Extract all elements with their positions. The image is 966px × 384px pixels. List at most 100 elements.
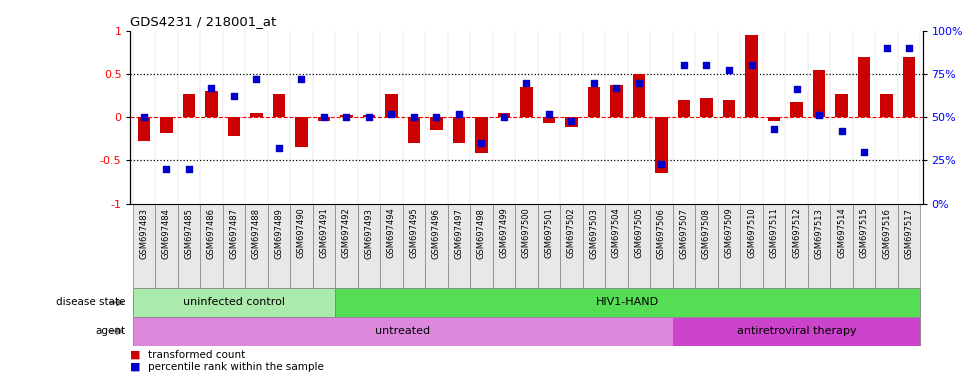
Bar — [672, 317, 921, 346]
Bar — [655, 117, 668, 173]
Text: GSM697496: GSM697496 — [432, 208, 440, 258]
Bar — [447, 204, 470, 288]
Point — [879, 45, 895, 51]
Bar — [880, 94, 893, 117]
Point — [226, 93, 242, 99]
Point — [339, 114, 355, 120]
Bar — [363, 114, 375, 117]
Bar — [718, 204, 740, 288]
Bar — [223, 204, 245, 288]
Bar — [268, 204, 290, 288]
Text: GSM697504: GSM697504 — [612, 208, 621, 258]
Bar — [830, 204, 853, 288]
Bar — [250, 113, 263, 117]
Bar — [132, 317, 672, 346]
Bar — [875, 204, 897, 288]
Bar — [138, 117, 150, 141]
Text: GDS4231 / 218001_at: GDS4231 / 218001_at — [130, 15, 276, 28]
Bar — [335, 204, 357, 288]
Point — [676, 62, 692, 68]
Text: HIV1-HAND: HIV1-HAND — [596, 297, 660, 308]
Text: GSM697513: GSM697513 — [814, 208, 823, 258]
Bar — [313, 204, 335, 288]
Text: ■: ■ — [130, 350, 141, 360]
Point — [473, 140, 489, 146]
Bar — [611, 85, 623, 117]
Text: GSM697485: GSM697485 — [185, 208, 193, 258]
Point — [541, 111, 556, 117]
Text: GSM697492: GSM697492 — [342, 208, 351, 258]
Bar — [453, 117, 466, 143]
Bar — [425, 204, 447, 288]
Text: GSM697497: GSM697497 — [454, 208, 464, 258]
Text: GSM697484: GSM697484 — [162, 208, 171, 258]
Bar — [493, 204, 515, 288]
Bar — [340, 114, 353, 117]
Bar — [132, 288, 335, 317]
Bar — [582, 204, 606, 288]
Bar — [672, 204, 696, 288]
Text: GSM697499: GSM697499 — [499, 208, 508, 258]
Bar — [700, 98, 713, 117]
Point — [451, 111, 467, 117]
Text: GSM697503: GSM697503 — [589, 208, 599, 258]
Point — [901, 45, 917, 51]
Point — [182, 166, 197, 172]
Text: disease state: disease state — [56, 297, 126, 308]
Text: GSM697489: GSM697489 — [274, 208, 283, 258]
Point — [811, 112, 827, 118]
Point — [834, 128, 849, 134]
Bar — [132, 204, 156, 288]
Bar — [470, 204, 493, 288]
Text: GSM697511: GSM697511 — [770, 208, 779, 258]
Bar — [381, 204, 403, 288]
Point — [497, 114, 512, 120]
Bar — [565, 117, 578, 127]
Bar — [836, 94, 848, 117]
Text: GSM697490: GSM697490 — [297, 208, 306, 258]
Text: GSM697491: GSM697491 — [320, 208, 328, 258]
Point — [698, 62, 714, 68]
Bar — [606, 204, 628, 288]
Point — [609, 84, 624, 91]
Bar — [740, 204, 763, 288]
Bar — [430, 117, 442, 130]
Bar — [650, 204, 672, 288]
Text: uninfected control: uninfected control — [183, 297, 285, 308]
Text: transformed count: transformed count — [148, 350, 245, 360]
Point — [136, 114, 152, 120]
Point — [158, 166, 174, 172]
Bar — [296, 117, 307, 147]
Bar — [156, 204, 178, 288]
Text: ■: ■ — [130, 362, 141, 372]
Bar — [403, 204, 425, 288]
Text: GSM697517: GSM697517 — [904, 208, 914, 258]
Bar — [768, 117, 781, 121]
Bar — [678, 100, 690, 117]
Text: antiretroviral therapy: antiretroviral therapy — [737, 326, 856, 336]
Text: GSM697501: GSM697501 — [545, 208, 554, 258]
Point — [564, 118, 580, 124]
Point — [519, 79, 534, 86]
Text: GSM697507: GSM697507 — [679, 208, 689, 258]
Text: GSM697514: GSM697514 — [837, 208, 846, 258]
Bar — [475, 117, 488, 154]
Bar — [587, 87, 600, 117]
Text: GSM697515: GSM697515 — [860, 208, 868, 258]
Bar — [812, 70, 825, 117]
Point — [586, 79, 602, 86]
Bar — [408, 117, 420, 143]
Bar — [538, 204, 560, 288]
Bar — [335, 288, 921, 317]
Bar — [560, 204, 582, 288]
Point — [407, 114, 422, 120]
Text: GSM697510: GSM697510 — [747, 208, 756, 258]
Bar — [696, 204, 718, 288]
Bar — [628, 204, 650, 288]
Text: GSM697488: GSM697488 — [252, 208, 261, 259]
Bar — [543, 117, 555, 123]
Text: GSM697502: GSM697502 — [567, 208, 576, 258]
Text: GSM697483: GSM697483 — [139, 208, 149, 259]
Bar — [183, 94, 195, 117]
Bar — [357, 204, 381, 288]
